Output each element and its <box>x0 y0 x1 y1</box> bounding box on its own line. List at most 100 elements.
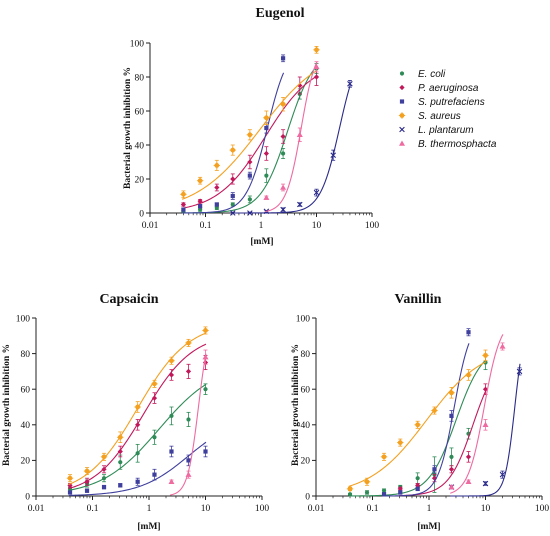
series-lpla <box>229 80 353 216</box>
marker-shape <box>516 368 523 375</box>
fit-curve <box>181 69 318 200</box>
data-point <box>247 173 252 178</box>
marker-shape <box>499 343 506 349</box>
legend-item: S. aureus <box>398 111 461 122</box>
data-point <box>202 354 209 360</box>
marker-shape <box>465 454 472 460</box>
marker-shape <box>482 480 489 487</box>
data-point <box>66 475 74 482</box>
marker-shape <box>168 478 175 484</box>
marker-shape <box>198 204 203 209</box>
plot-area: 0 20 40 60 80 100 0.01 0.1 1 10 100 <box>296 314 550 514</box>
marker-shape <box>297 82 303 89</box>
series-bthe <box>168 349 209 496</box>
x-tick-label: 10 <box>201 504 211 514</box>
y-axis-label: Bacterial growth inhibition % <box>2 344 12 466</box>
marker-shape <box>101 485 107 490</box>
data-point <box>280 151 286 156</box>
marker-shape <box>280 56 286 61</box>
data-point <box>84 479 90 485</box>
marker-shape <box>168 372 175 378</box>
fit-curve <box>68 383 207 491</box>
data-point <box>202 327 209 334</box>
marker-shape <box>67 490 73 495</box>
marker-shape <box>203 449 208 454</box>
marker-shape <box>415 476 420 481</box>
data-point <box>279 101 287 108</box>
panel-capsaicin: Capsaicin Bacterial growth inhibition % … <box>2 292 269 532</box>
marker-shape <box>229 210 236 216</box>
data-point <box>263 194 270 200</box>
data-point <box>180 191 187 198</box>
marker-shape <box>280 133 286 140</box>
marker-shape <box>364 490 370 495</box>
data-point <box>415 482 421 488</box>
marker-shape <box>84 488 90 493</box>
chart-title: Eugenol <box>255 6 304 21</box>
fit-curve <box>68 343 207 490</box>
legend-symbol <box>399 126 405 133</box>
y-tick-label: 0 <box>305 492 310 502</box>
data-point <box>297 82 303 89</box>
marker-shape <box>118 460 123 465</box>
data-point <box>364 490 370 495</box>
marker-shape <box>185 471 192 477</box>
legend-label: P. aeruginosa <box>418 83 479 94</box>
marker-shape <box>185 368 192 374</box>
marker-shape <box>466 330 471 335</box>
legend-symbol <box>398 112 406 119</box>
data-point <box>432 467 437 472</box>
data-point <box>448 484 455 490</box>
fit-curve <box>450 334 504 494</box>
marker-shape <box>181 207 186 212</box>
marker-shape <box>198 207 203 212</box>
marker-shape <box>399 126 405 133</box>
data-point <box>229 210 236 216</box>
data-point <box>246 131 254 138</box>
data-point <box>280 133 286 140</box>
marker-shape <box>152 435 157 440</box>
marker-shape <box>313 74 320 80</box>
data-point <box>152 435 157 440</box>
x-tick-label: 0.01 <box>28 504 45 514</box>
plot-area: 0 20 40 60 80 100 0.01 0.1 1 10 100 <box>16 314 270 514</box>
marker-shape <box>432 467 437 472</box>
data-point <box>313 46 320 53</box>
chart-title: Vanillin <box>395 292 442 307</box>
y-axis-label: Bacterial growth inhibition % <box>291 344 301 466</box>
y-tick-label: 80 <box>21 350 31 360</box>
series-sput <box>181 54 286 214</box>
data-point <box>297 201 303 208</box>
legend-item: P. aeruginosa <box>399 83 479 94</box>
data-point <box>168 357 175 364</box>
data-point <box>448 466 455 472</box>
fit-curve <box>265 61 318 213</box>
marker-shape <box>499 471 506 478</box>
data-point <box>186 417 191 422</box>
data-point <box>482 421 489 427</box>
data-point <box>197 198 203 204</box>
y-axis-label: Bacterial growth inhibition % <box>123 67 133 189</box>
data-point <box>118 460 123 465</box>
y-tick-label: 20 <box>21 457 31 467</box>
data-point <box>449 454 454 459</box>
marker-shape <box>313 189 320 196</box>
data-point <box>347 492 353 497</box>
data-point <box>280 206 286 213</box>
data-point <box>180 201 187 208</box>
series-bthe <box>448 334 506 494</box>
data-point <box>213 162 221 169</box>
marker-shape <box>186 458 191 463</box>
fit-curve <box>231 84 351 214</box>
x-axis-label: [mM] <box>250 237 273 247</box>
y-tick-label: 0 <box>139 209 144 219</box>
legend-label: E. coli <box>418 69 446 80</box>
marker-shape <box>399 99 405 104</box>
data-point <box>397 486 403 492</box>
data-point <box>465 478 472 484</box>
marker-shape <box>101 476 107 481</box>
legend-item: E. coli <box>399 69 446 80</box>
marker-shape <box>118 483 123 488</box>
marker-shape <box>448 484 455 490</box>
y-tick-label: 40 <box>21 421 31 431</box>
